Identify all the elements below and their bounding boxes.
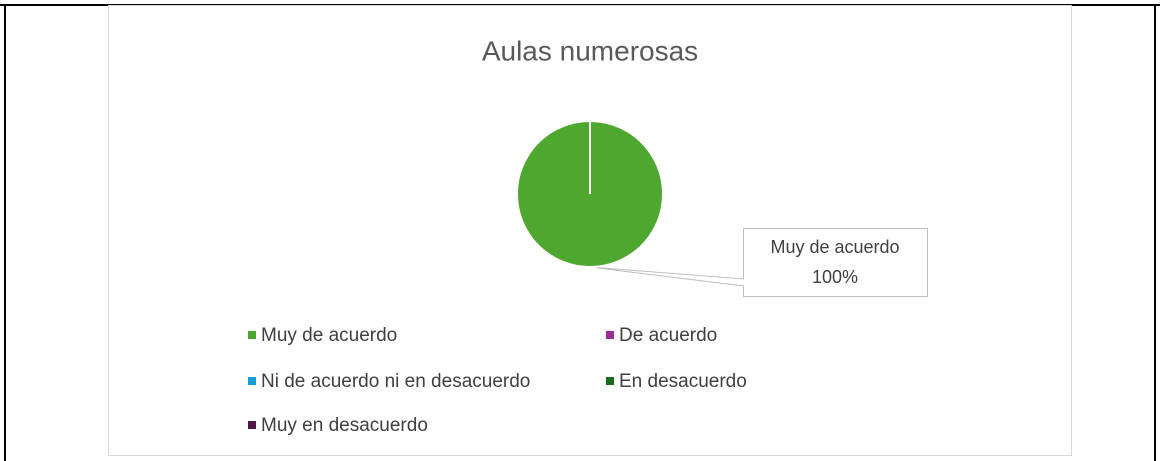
legend-swatch [606,331,614,339]
data-label-value: 100% [812,267,858,287]
legend-label: Ni de acuerdo ni en desacuerdo [261,371,530,392]
data-label-category: Muy de acuerdo [770,237,899,257]
data-label-callout [589,228,928,297]
legend-swatch [606,377,614,385]
legend-label: En desacuerdo [619,371,747,392]
legend-label: De acuerdo [619,325,717,346]
legend-swatch [248,421,256,429]
legend-swatch [248,377,256,385]
chart-title: Aulas numerosas [482,35,698,66]
pie-slice [516,119,664,268]
legend-swatch [248,331,256,339]
legend-label: Muy de acuerdo [261,325,397,346]
legend-label: Muy en desacuerdo [261,415,428,436]
